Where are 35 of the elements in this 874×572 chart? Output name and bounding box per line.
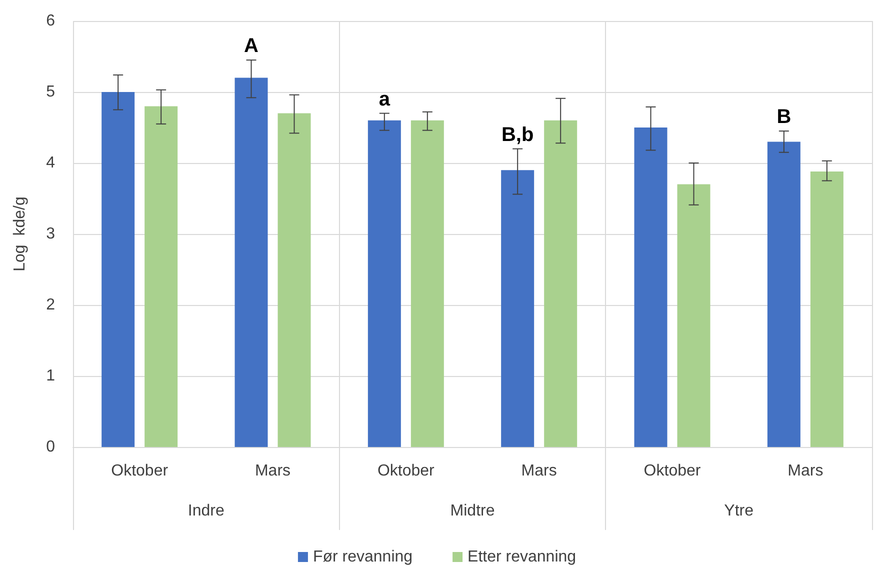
y-tick-label: 1 bbox=[46, 368, 56, 384]
bar bbox=[810, 172, 844, 447]
y-tick-label: 5 bbox=[46, 84, 56, 100]
bar bbox=[144, 106, 178, 447]
x-tick-label: Oktober bbox=[111, 462, 169, 480]
data-label: A bbox=[244, 35, 258, 58]
data-label: B bbox=[776, 106, 792, 128]
x-tick-label: Oktober bbox=[644, 462, 702, 480]
x-tick-label: Oktober bbox=[377, 462, 436, 480]
data-label: a bbox=[378, 88, 391, 110]
text: Ytre bbox=[724, 502, 754, 520]
y-tick-label: 0 bbox=[46, 438, 56, 456]
x-tick-label: Mars bbox=[788, 462, 824, 480]
bar bbox=[677, 184, 710, 447]
y-axis-title: Log kde/g bbox=[12, 196, 28, 272]
bar bbox=[102, 92, 135, 447]
bar bbox=[278, 113, 311, 447]
text: Midtre bbox=[450, 502, 495, 520]
bar bbox=[544, 120, 578, 447]
data-label: B,b bbox=[501, 124, 534, 146]
bar bbox=[767, 142, 800, 447]
legend-label: Før revanning bbox=[312, 548, 413, 566]
legend-label: Etter revanning bbox=[468, 548, 576, 566]
text: Indre bbox=[188, 502, 225, 520]
y-tick-label: 4 bbox=[46, 154, 56, 172]
y-tick-label: 2 bbox=[46, 296, 56, 314]
bar bbox=[368, 120, 401, 447]
bar bbox=[410, 120, 444, 447]
bar bbox=[501, 170, 534, 447]
bar bbox=[234, 78, 268, 447]
x-tick-label: Mars bbox=[521, 462, 557, 480]
x-tick-label: Mars bbox=[254, 462, 291, 480]
y-tick-label: 3 bbox=[46, 226, 56, 242]
bar bbox=[634, 128, 668, 447]
y-tick-label: 6 bbox=[46, 12, 56, 30]
